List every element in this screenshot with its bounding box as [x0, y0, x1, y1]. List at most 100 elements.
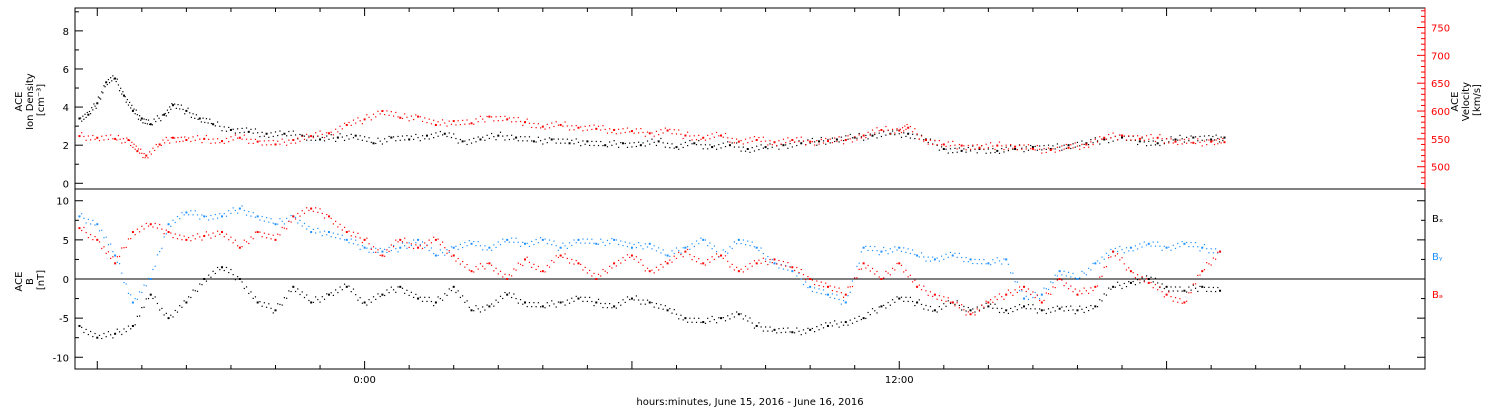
data-point: [180, 136, 182, 138]
data-point: [822, 286, 825, 288]
data-point: [1001, 263, 1003, 265]
data-point: [1058, 270, 1061, 273]
data-point: [1197, 246, 1199, 248]
data-point: [896, 262, 898, 265]
data-point: [299, 140, 301, 142]
data-point: [1163, 245, 1165, 247]
data-point: [116, 261, 118, 263]
data-point: [1065, 282, 1067, 284]
data-point: [669, 128, 671, 130]
data-point: [404, 237, 406, 239]
data-point: [662, 266, 664, 268]
data-point: [143, 152, 145, 155]
data-point: [181, 306, 183, 308]
legend-bx: Bₓ: [1432, 214, 1443, 225]
data-point: [818, 285, 820, 287]
data-point: [372, 246, 375, 248]
data-point: [1070, 144, 1072, 146]
data-point: [965, 256, 967, 259]
data-point: [384, 255, 386, 257]
data-point: [582, 238, 584, 240]
data-point: [248, 242, 250, 245]
data-point: [170, 225, 172, 227]
data-point: [352, 231, 355, 233]
data-point: [359, 135, 361, 137]
data-point: [718, 256, 720, 258]
data-point: [682, 146, 684, 149]
data-point: [609, 242, 611, 245]
data-point: [1021, 307, 1023, 309]
data-point: [1103, 293, 1105, 295]
data-point: [426, 244, 428, 247]
data-point: [811, 137, 813, 140]
data-point: [335, 128, 337, 130]
data-point: [702, 321, 705, 324]
data-point: [631, 146, 633, 148]
data-point: [184, 136, 186, 138]
data-point: [655, 250, 658, 252]
data-point: [1052, 286, 1054, 288]
data-point: [972, 145, 974, 147]
data-point: [871, 308, 874, 310]
data-point: [640, 245, 642, 247]
data-point: [139, 315, 141, 317]
data-point: [906, 123, 908, 126]
data-point: [170, 108, 172, 110]
data-point: [589, 125, 591, 127]
data-point: [528, 301, 531, 304]
data-point: [314, 139, 317, 141]
data-point: [116, 256, 118, 258]
data-point: [375, 251, 377, 253]
data-point: [323, 230, 326, 232]
data-point: [89, 223, 92, 225]
data-point: [1123, 252, 1125, 254]
data-point: [437, 135, 439, 137]
data-point: [1101, 138, 1103, 141]
data-point: [1121, 136, 1124, 139]
data-point: [1186, 241, 1188, 244]
data-point: [905, 128, 907, 130]
data-point: [167, 139, 169, 141]
data-point: [744, 138, 747, 140]
data-point: [127, 325, 130, 327]
data-point: [933, 293, 936, 296]
data-point: [780, 264, 782, 266]
data-point: [709, 242, 711, 244]
data-point: [84, 113, 86, 115]
data-point: [1194, 142, 1197, 145]
data-point: [1054, 151, 1056, 153]
data-point: [1063, 285, 1065, 287]
data-point: [961, 256, 963, 259]
data-point: [862, 134, 865, 137]
data-point: [889, 133, 891, 135]
data-point: [370, 248, 372, 250]
data-point: [838, 287, 840, 289]
data-point: [140, 117, 143, 120]
data-point: [825, 322, 827, 324]
data-point: [135, 109, 137, 111]
data-point: [702, 148, 704, 150]
data-point: [760, 262, 762, 264]
data-point: [1005, 146, 1007, 148]
data-point: [82, 115, 84, 117]
data-point: [135, 145, 137, 147]
data-point: [606, 272, 609, 274]
data-point: [145, 154, 148, 157]
data-point: [597, 144, 600, 147]
data-point: [604, 302, 606, 305]
data-point: [689, 317, 691, 319]
data-point: [230, 212, 232, 214]
data-point: [390, 249, 392, 252]
data-point: [443, 132, 446, 135]
data-point: [798, 140, 800, 142]
data-point: [1114, 135, 1116, 137]
data-point: [232, 139, 234, 141]
data-point: [1203, 135, 1206, 137]
data-point: [923, 139, 925, 141]
data-point: [310, 207, 313, 210]
data-point: [687, 145, 689, 147]
data-point: [508, 292, 511, 294]
data-point: [421, 247, 424, 250]
data-point: [225, 215, 228, 217]
data-point: [924, 138, 927, 141]
